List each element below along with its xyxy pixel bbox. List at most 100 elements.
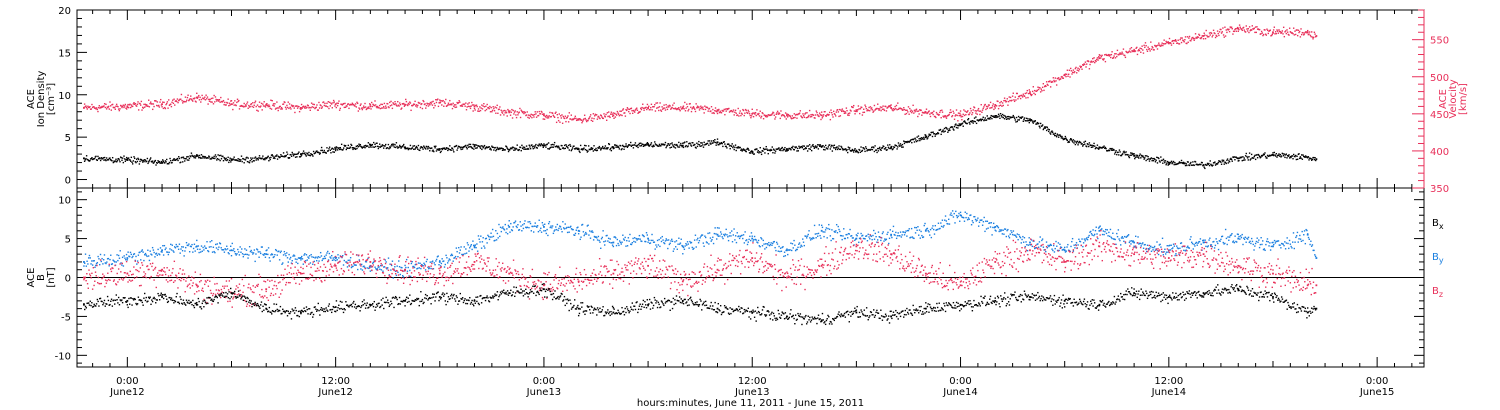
- density-series-point: [419, 149, 421, 152]
- by-series-point: [196, 248, 199, 250]
- velocity-series-point: [1172, 42, 1175, 45]
- velocity-series-point: [515, 116, 518, 119]
- velocity-series-point: [208, 98, 210, 101]
- velocity-series-point: [455, 106, 458, 108]
- by-series-point: [304, 260, 307, 262]
- density-series-point: [511, 147, 513, 150]
- density-series-point: [1057, 136, 1060, 138]
- velocity-series-point: [309, 109, 311, 111]
- density-series-point: [535, 143, 537, 146]
- by-series-point: [187, 244, 189, 247]
- by-series-point: [307, 256, 309, 258]
- density-series-point: [361, 147, 364, 149]
- by-series-point: [116, 254, 118, 256]
- density-series-point: [1220, 161, 1222, 163]
- density-series-point: [1056, 133, 1059, 135]
- velocity-series-point: [454, 106, 456, 109]
- density-series-point: [399, 145, 402, 148]
- density-series-point: [1208, 164, 1211, 167]
- by-series-point: [91, 264, 94, 266]
- by-series-point: [405, 266, 407, 269]
- density-series-point: [512, 146, 514, 149]
- velocity-series-point: [587, 118, 590, 120]
- by-series-point: [994, 226, 997, 228]
- by-series-point: [279, 251, 282, 254]
- velocity-series-point: [338, 100, 340, 102]
- velocity-series-point: [1292, 27, 1295, 29]
- velocity-series-point: [963, 109, 965, 111]
- by-series-point: [436, 256, 439, 258]
- by-series-point: [191, 243, 193, 246]
- density-series-point: [690, 144, 692, 146]
- density-series-point: [1202, 164, 1205, 166]
- density-series-point: [1156, 162, 1159, 164]
- density-series-point: [610, 149, 613, 152]
- density-series-point: [354, 147, 356, 149]
- density-series-point: [917, 140, 919, 142]
- velocity-series-point: [536, 111, 538, 113]
- velocity-series-point: [460, 105, 462, 107]
- by-series-point: [496, 232, 499, 235]
- by-series-point: [535, 225, 537, 228]
- density-series-point: [1161, 159, 1163, 162]
- density-series-point: [624, 145, 627, 147]
- density-series-point: [562, 147, 564, 149]
- density-series-point: [910, 138, 912, 141]
- by-series-point: [301, 255, 303, 258]
- velocity-series-point: [663, 104, 665, 106]
- density-series-point: [806, 150, 809, 152]
- velocity-series-point: [290, 108, 292, 110]
- by-series-point: [569, 226, 571, 229]
- density-series-point: [226, 158, 229, 161]
- velocity-series-point: [284, 101, 286, 104]
- velocity-series-point: [580, 119, 583, 121]
- by-series-point: [235, 254, 237, 256]
- velocity-series-point: [457, 101, 460, 104]
- density-series-point: [507, 150, 510, 153]
- density-series-point: [137, 157, 139, 160]
- by-series-point: [581, 223, 584, 226]
- velocity-series-point: [642, 107, 645, 109]
- velocity-series-point: [890, 104, 892, 106]
- velocity-series-point: [771, 113, 773, 115]
- density-series-point: [1082, 144, 1085, 146]
- density-series-point: [222, 155, 224, 158]
- density-series-point: [751, 152, 753, 154]
- density-series-point: [549, 146, 552, 149]
- velocity-series-point: [451, 107, 454, 110]
- density-series-point: [126, 159, 129, 161]
- velocity-series-point: [83, 106, 85, 109]
- velocity-series-point: [993, 108, 995, 111]
- density-series-point: [364, 146, 366, 149]
- velocity-series-point: [660, 109, 662, 111]
- by-series-point: [457, 255, 459, 258]
- density-series-point: [132, 160, 135, 162]
- by-series-point: [361, 269, 364, 271]
- by-series-point: [349, 256, 352, 259]
- density-series-point: [1256, 154, 1258, 156]
- density-series-point: [737, 146, 739, 148]
- velocity-series-point: [484, 109, 486, 112]
- by-series-point: [244, 253, 247, 255]
- density-series-point: [268, 160, 270, 162]
- velocity-series-point: [378, 107, 380, 109]
- by-series-point: [506, 233, 509, 235]
- by-series-point: [508, 220, 510, 222]
- velocity-series-point: [124, 103, 127, 106]
- velocity-series-point: [1176, 42, 1179, 44]
- density-series-point: [1162, 158, 1165, 160]
- density-series-point: [707, 140, 709, 142]
- density-series-point: [121, 159, 123, 161]
- density-series-point: [460, 148, 462, 151]
- velocity-series-point: [1208, 32, 1211, 34]
- by-series-point: [265, 253, 268, 256]
- velocity-series-point: [747, 109, 749, 112]
- density-series-point: [1272, 152, 1274, 154]
- density-series-point: [931, 135, 934, 138]
- velocity-series-point: [376, 105, 379, 108]
- density-series-point: [992, 115, 994, 117]
- density-series-point: [519, 146, 522, 149]
- velocity-series-point: [955, 114, 957, 116]
- density-series-point: [578, 150, 581, 152]
- velocity-series-point: [895, 104, 898, 107]
